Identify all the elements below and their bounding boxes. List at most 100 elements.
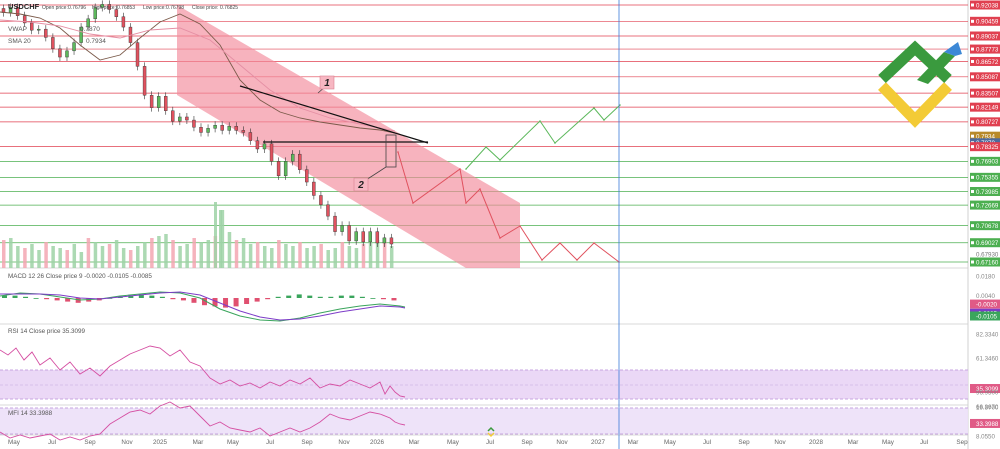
candle-body xyxy=(368,231,372,243)
volume-bar xyxy=(262,246,267,268)
candle-body xyxy=(142,66,147,96)
macd-hist-bar xyxy=(65,298,71,302)
price-axis: 0.92038 0.90459 0.89037 0.87773 0.86572 0.850… xyxy=(970,0,1000,440)
price-axis-label: 0.78325 xyxy=(976,144,999,151)
volume-bar xyxy=(220,210,225,268)
volume-bar xyxy=(298,242,302,268)
vwap-value: 0.7870 xyxy=(80,26,100,33)
candle-body xyxy=(171,110,175,122)
high-label: High price: xyxy=(92,5,116,11)
price-axis-tag xyxy=(970,0,1000,10)
price-axis-tag-dot xyxy=(971,224,974,228)
macd-hist-bar xyxy=(307,295,313,298)
time-axis-label: Nov xyxy=(338,439,350,446)
candle-body xyxy=(156,96,161,108)
macd-hist-bar xyxy=(2,295,7,298)
indicator-axis-label: 0.0040 xyxy=(976,293,995,300)
candle-body xyxy=(234,126,238,131)
volume-bar xyxy=(93,242,98,268)
volume-bar xyxy=(291,246,295,268)
sma-label: SMA 20 xyxy=(8,38,31,45)
volume-bar xyxy=(58,248,62,268)
price-axis-tag xyxy=(970,142,1000,152)
low-label: Low price: xyxy=(143,5,166,11)
volume-bar xyxy=(284,244,288,268)
macd-hist-bar xyxy=(23,296,29,298)
price-axis-tag-dot xyxy=(971,145,974,149)
time-axis-label: Sep xyxy=(301,439,313,446)
indicator-axis-tag xyxy=(970,299,1000,309)
candle-body xyxy=(51,37,55,49)
volume-bar xyxy=(255,242,260,268)
volume-bar xyxy=(128,250,133,268)
indicator-axis-tag xyxy=(970,418,1000,428)
volume-bar xyxy=(361,244,366,268)
volume-bar xyxy=(171,240,175,268)
macd-hist-bar xyxy=(191,298,197,303)
volume-bar xyxy=(319,244,323,268)
watermark-logo xyxy=(487,426,495,438)
price-axis-label: 0.82149 xyxy=(976,104,999,111)
volume-bar xyxy=(72,244,77,268)
brand-logo xyxy=(878,40,962,128)
candle-body xyxy=(283,161,288,177)
candle-body xyxy=(290,153,295,162)
candle-body xyxy=(220,125,224,131)
mfi-band xyxy=(0,408,968,434)
volume-bar xyxy=(164,234,168,268)
volume-bar xyxy=(368,242,373,268)
macd-hist-bar xyxy=(296,294,302,298)
macd-hist-bar xyxy=(138,294,144,298)
price-axis-label: 0.67930 xyxy=(976,251,999,258)
time-axis-label: Nov xyxy=(121,439,133,446)
time-axis-label: Nov xyxy=(774,439,786,446)
annotation-2-text: 2 xyxy=(357,180,364,191)
macd-hist-bar xyxy=(265,298,271,300)
open-value: 0.76796 xyxy=(68,5,86,11)
candle-body xyxy=(72,42,76,52)
volume-bar xyxy=(157,236,161,268)
macd-hist-bar xyxy=(317,296,323,298)
candle-body xyxy=(93,7,97,20)
price-axis-tag-dot xyxy=(971,134,974,138)
price-axis-tag xyxy=(970,44,1000,54)
candle-body xyxy=(213,125,217,129)
macd-hist-bar xyxy=(244,298,250,304)
volume-bar xyxy=(326,250,330,268)
time-axis-label: May xyxy=(227,439,240,446)
volume-bar xyxy=(136,246,140,268)
volume-bar xyxy=(107,244,112,268)
volume-bar xyxy=(30,244,34,268)
macd-hist-bar xyxy=(359,296,365,298)
price-axis-tag-dot xyxy=(971,3,974,7)
volume-bar xyxy=(382,238,387,268)
volume-bar xyxy=(214,202,217,268)
volume-bar xyxy=(65,250,69,268)
price-axis-tag-dot xyxy=(971,34,974,38)
annotation-1-text: 1 xyxy=(324,78,330,89)
time-axis-label: May xyxy=(664,439,677,446)
price-axis-tag xyxy=(970,16,1000,26)
indicator-axis-label: 8.0550 xyxy=(976,433,995,440)
macd-hist-bar xyxy=(233,298,239,307)
volume-bar xyxy=(199,242,203,268)
time-axis-label: 2027 xyxy=(591,439,606,446)
time-axis-label: May xyxy=(882,439,895,446)
price-axis-tag xyxy=(970,221,1000,231)
candle-body xyxy=(347,225,351,242)
volume-bar xyxy=(389,246,394,268)
volume-bar xyxy=(79,252,84,268)
indicator-axis-tag xyxy=(970,384,1000,394)
descending-channel xyxy=(177,5,520,268)
price-axis-label: 0.72669 xyxy=(976,202,999,209)
volume-bar xyxy=(16,246,20,268)
candle-body xyxy=(121,16,126,28)
indicator-axis-label: 66.8670 xyxy=(976,404,999,411)
volume-bars xyxy=(2,202,394,268)
time-axis-label: Jul xyxy=(266,439,274,446)
breakout-box xyxy=(385,134,397,168)
forecast-down-path xyxy=(397,151,620,263)
macd-hist-bar xyxy=(391,298,397,301)
candle-body xyxy=(44,28,48,38)
